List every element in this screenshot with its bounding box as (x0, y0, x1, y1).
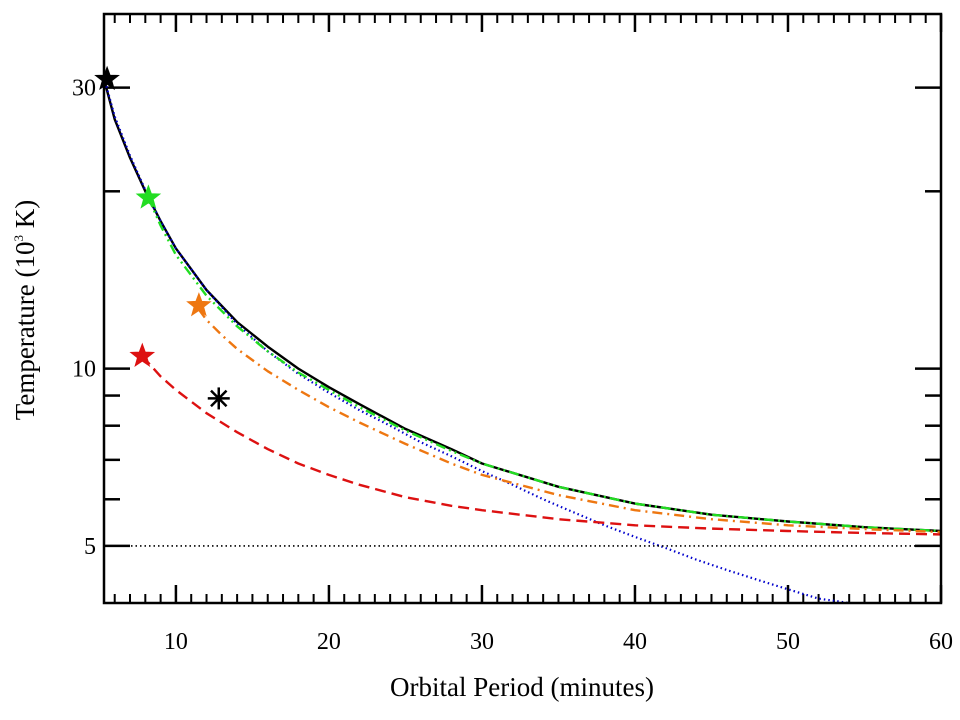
tick-labels: 10 20 30 40 50 60 5 10 30 (72, 76, 953, 655)
marker-red-star (129, 342, 156, 367)
series-black-solid (104, 78, 941, 533)
x-tick-label: 30 (470, 629, 494, 655)
axis-ticks (104, 14, 943, 603)
y-axis-label: Temperature (103 K) (10, 200, 40, 421)
series-green-dash-dot-dot (147, 197, 941, 533)
marker-black-star-start (94, 65, 120, 91)
plot-frame (102, 12, 943, 605)
y-axis-label-suffix: K) (10, 200, 40, 235)
x-tick-label: 40 (623, 629, 647, 655)
marker-layer (94, 65, 230, 410)
marker-orange-star (186, 292, 212, 317)
x-tick-label: 20 (317, 629, 341, 655)
y-axis-label-sup: 3 (11, 235, 26, 242)
y-tick-label: 5 (84, 534, 96, 560)
series-orange-dash-dot (197, 308, 941, 534)
x-tick-label: 50 (776, 629, 800, 655)
series-red-dashed (141, 355, 941, 536)
y-tick-label: 30 (72, 76, 96, 102)
marker-green-star (135, 184, 162, 209)
marker-black-asterisk (207, 387, 230, 410)
y-tick-label: 10 (72, 357, 96, 383)
y-axis-label-prefix: Temperature (10 (10, 241, 40, 420)
series-blue-dotted (104, 77, 850, 603)
x-tick-label: 60 (929, 629, 953, 655)
series-layer (104, 77, 941, 603)
x-axis-label: Orbital Period (minutes) (390, 672, 654, 702)
x-tick-label: 10 (164, 629, 188, 655)
